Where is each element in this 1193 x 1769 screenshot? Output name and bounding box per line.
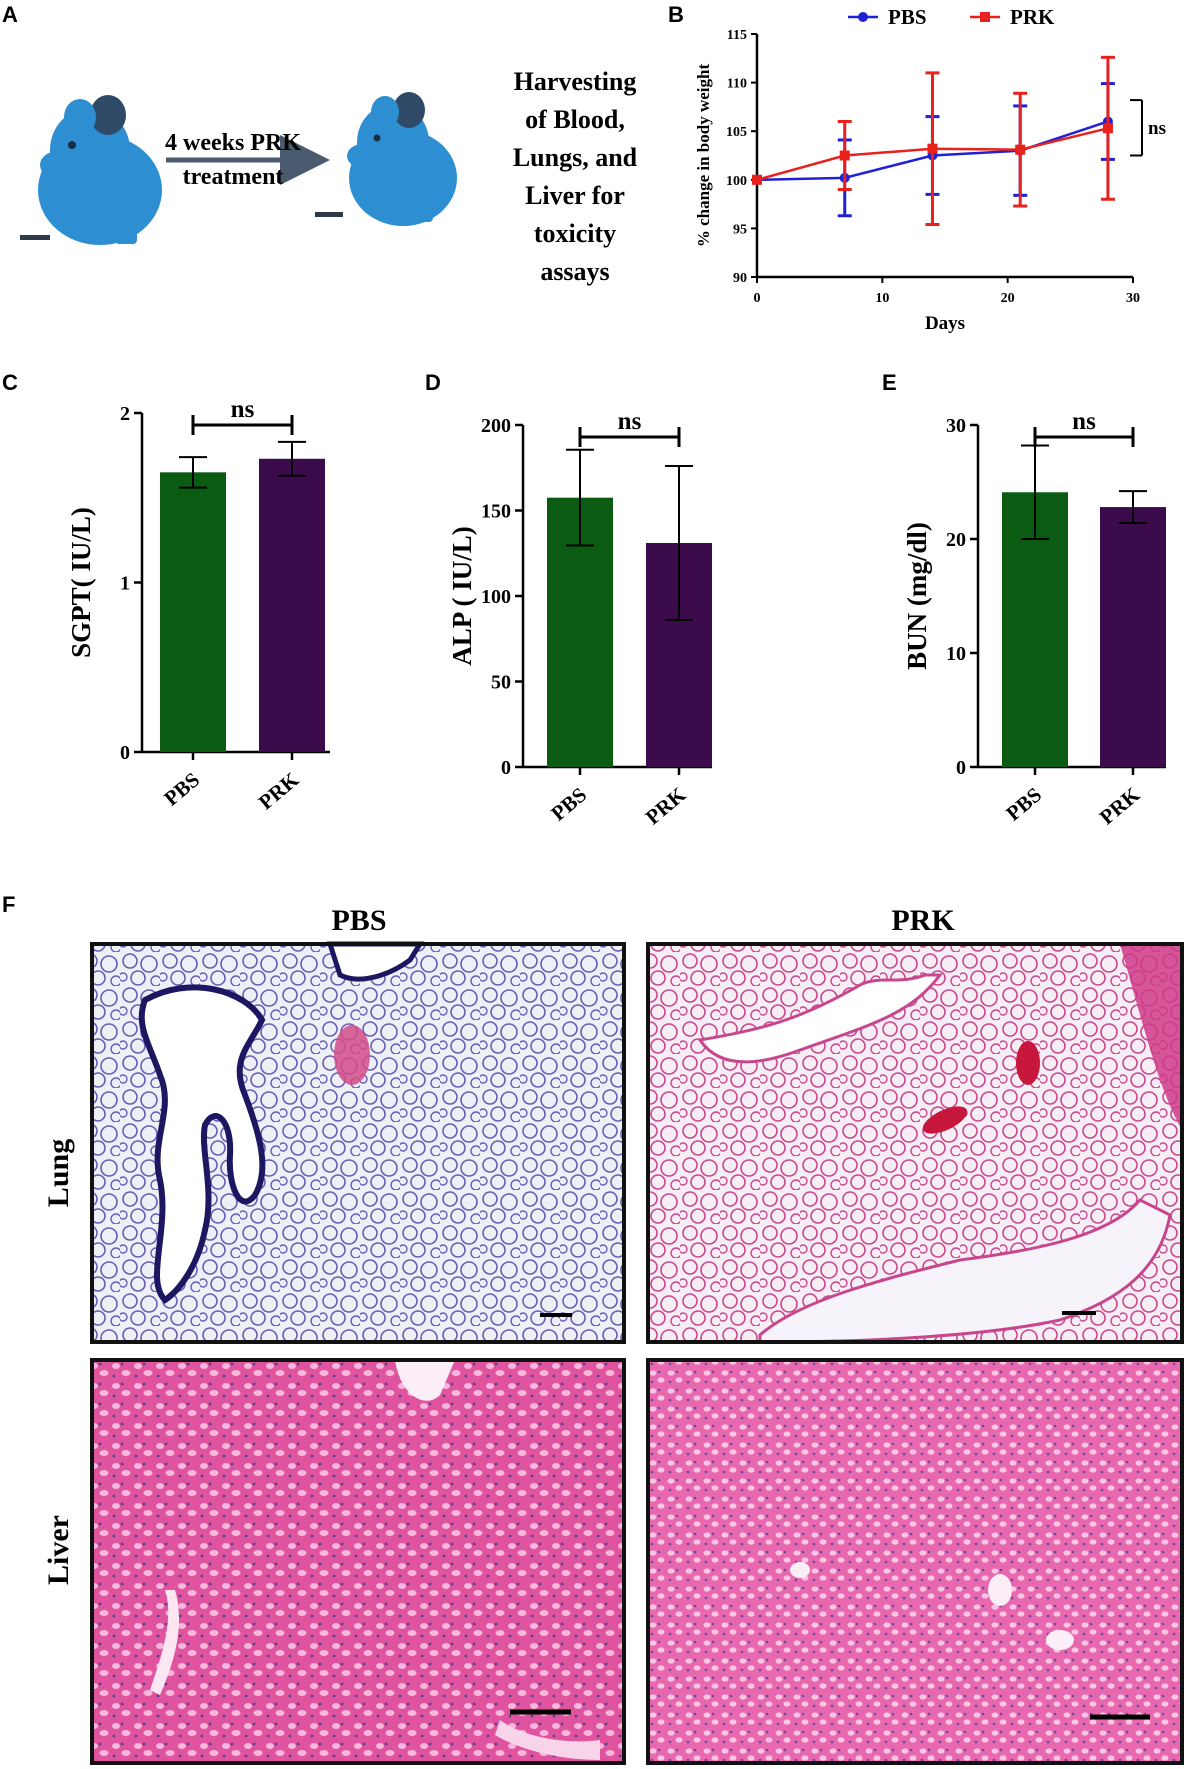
data-point-prk — [839, 150, 850, 161]
y-tick-label: 200 — [481, 415, 511, 437]
y-axis-label: SGPT( IU/L) — [66, 507, 96, 658]
bar-prk — [259, 458, 325, 752]
harvest-line-5: toxicity — [534, 219, 616, 248]
data-point-prk — [1102, 123, 1113, 134]
y-tick-label: 115 — [727, 28, 747, 43]
category-label: PRK — [1095, 782, 1145, 829]
bun-bar-chart: 0 10 20 30 BUN (mg/dl) PBS PRK ns — [902, 408, 1166, 829]
panel-b: B 90 95 100 105 110 115 0 10 20 30 Days % change in… — [668, 2, 1166, 334]
y-tick-label: 100 — [481, 586, 511, 608]
category-label: PRK — [254, 767, 304, 814]
y-tick-label: 105 — [726, 125, 747, 140]
panel-label-a: A — [2, 2, 18, 27]
x-tick-label: 20 — [1001, 291, 1015, 306]
x-axis-label: Days — [925, 313, 965, 334]
harvest-text: Harvesting of Blood, Lungs, and Liver fo… — [513, 67, 638, 286]
y-tick-label: 10 — [946, 643, 966, 665]
panel-c: C 0 1 2 SGPT( IU/L) PBS PRK ns — [2, 370, 330, 814]
harvest-line-6: assays — [540, 257, 609, 286]
panel-e: E 0 10 20 30 BUN (mg/dl) PBS PRK ns — [882, 370, 1166, 829]
alp-bar-chart: 0 50 100 150 200 ALP ( IU/L) PBS PRK ns — [447, 408, 712, 829]
micrograph-liver-pbs — [90, 1358, 626, 1765]
data-point-prk — [927, 143, 938, 154]
bar-pbs — [160, 472, 226, 752]
significance-label: ns — [1148, 118, 1166, 139]
panel-d: D 0 50 100 150 200 ALP ( IU/L) PBS PRK ns — [425, 370, 712, 829]
sgpt-bar-chart: 0 1 2 SGPT( IU/L) PBS PRK ns — [66, 396, 330, 814]
column-title-pbs: PBS — [331, 904, 386, 937]
arrow-label-line1: 4 weeks PRK — [165, 130, 301, 156]
y-tick-label: 95 — [733, 222, 747, 237]
x-tick-label: 30 — [1126, 291, 1140, 306]
row-title-lung: Lung — [42, 1139, 75, 1207]
y-tick-label: 0 — [501, 757, 511, 779]
panel-a: A 4 weeks PRK treatment H — [2, 2, 638, 286]
y-tick-label: 0 — [120, 742, 130, 764]
harvest-line-3: Lungs, and — [513, 143, 638, 172]
panel-label-d: D — [425, 370, 441, 395]
significance-label: ns — [1072, 408, 1096, 435]
legend-label: PBS — [888, 5, 927, 29]
harvest-line-4: Liver for — [525, 181, 625, 210]
panel-label-f: F — [2, 892, 15, 917]
y-tick-label: 50 — [491, 672, 511, 694]
column-title-prk: PRK — [891, 904, 955, 937]
y-tick-label: 1 — [120, 573, 130, 595]
y-tick-label: 100 — [726, 174, 747, 189]
legend-marker — [980, 12, 990, 22]
mouse-icon — [315, 92, 457, 226]
category-label: PBS — [159, 767, 204, 810]
legend-marker — [858, 12, 868, 22]
y-tick-label: 30 — [946, 415, 966, 437]
significance-label: ns — [618, 408, 642, 435]
y-tick-label: 90 — [733, 271, 747, 286]
x-tick-label: 10 — [875, 291, 889, 306]
legend-label: PRK — [1010, 5, 1055, 29]
y-tick-label: 20 — [946, 529, 966, 551]
panel-label-e: E — [882, 370, 897, 395]
y-axis-label: % change in body weight — [694, 64, 713, 248]
y-axis-label: ALP ( IU/L) — [447, 526, 477, 666]
micrograph-lung-pbs — [90, 941, 626, 1344]
data-point-prk — [752, 174, 762, 185]
y-tick-label: 2 — [120, 403, 130, 425]
panel-f: F PBS PRK Lung Liver — [2, 892, 1184, 1765]
y-tick-label: 110 — [727, 77, 747, 92]
row-title-liver: Liver — [42, 1515, 75, 1585]
y-tick-label: 150 — [481, 501, 511, 523]
y-tick-label: 0 — [956, 757, 966, 779]
mouse-icon — [20, 95, 162, 245]
harvest-line-2: of Blood, — [525, 105, 625, 134]
micrograph-lung-prk — [646, 942, 1184, 1344]
y-axis-label: BUN (mg/dl) — [902, 522, 932, 670]
x-tick-label: 0 — [754, 291, 761, 306]
bar-prk — [1100, 507, 1166, 767]
category-label: PRK — [641, 782, 691, 829]
significance-label: ns — [231, 396, 255, 423]
arrow-label-line2: treatment — [183, 164, 284, 190]
category-label: PBS — [1001, 782, 1046, 825]
data-point-prk — [1015, 144, 1026, 155]
panel-label-c: C — [2, 370, 18, 395]
body-weight-line-chart: 90 95 100 105 110 115 0 10 20 30 Days % change in b… — [694, 5, 1166, 334]
micrograph-liver-prk — [646, 1358, 1184, 1765]
panel-label-b: B — [668, 2, 684, 27]
category-label: PBS — [546, 782, 591, 825]
harvest-line-1: Harvesting — [514, 67, 637, 96]
